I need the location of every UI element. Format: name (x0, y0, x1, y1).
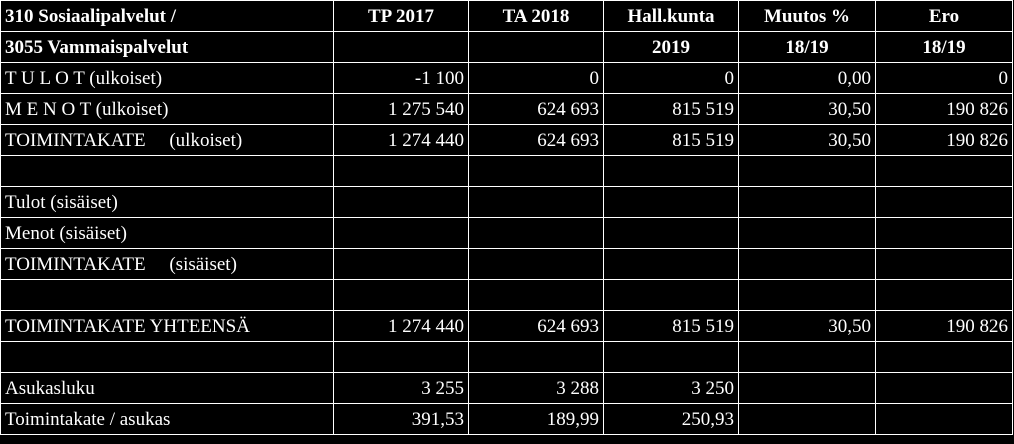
table-row: Tulot (sisäiset) (0, 186, 1013, 218)
cell-ero (875, 155, 1013, 187)
table-row (0, 341, 1013, 373)
header-muutos-period: 18/19 (738, 31, 876, 63)
cell-ta2018 (468, 341, 604, 373)
cell-ta2018 (468, 155, 604, 187)
header-ta2018: TA 2018 (468, 0, 604, 32)
table-row: Menot (sisäiset) (0, 217, 1013, 249)
cell-tp2017 (333, 155, 469, 187)
cell-hallkunta (603, 155, 739, 187)
cell-tp2017 (333, 248, 469, 280)
cell-muutos: 30,50 (738, 124, 876, 156)
cell-ero: 190 826 (875, 310, 1013, 342)
header-year: 2019 (603, 31, 739, 63)
header-cell (333, 31, 469, 63)
table-row: Asukasluku 3 255 3 288 3 250 (0, 372, 1013, 404)
cell-hallkunta: 815 519 (603, 310, 739, 342)
cell-ero: 0 (875, 62, 1013, 94)
cell-tp2017 (333, 217, 469, 249)
row-label: Menot (sisäiset) (0, 217, 334, 249)
cell-ero (875, 279, 1013, 311)
header-hallkunta: Hall.kunta (603, 0, 739, 32)
cell-muutos (738, 341, 876, 373)
cell-tp2017 (333, 279, 469, 311)
cell-tp2017: 1 274 440 (333, 310, 469, 342)
cell-ta2018: 624 693 (468, 310, 604, 342)
row-label (0, 279, 334, 311)
row-label: T U L O T (ulkoiset) (0, 62, 334, 94)
header-muutos: Muutos % (738, 0, 876, 32)
row-label: Asukasluku (0, 372, 334, 404)
cell-ta2018: 0 (468, 62, 604, 94)
cell-muutos (738, 155, 876, 187)
row-label: TOIMINTAKATE YHTEENSÄ (0, 310, 334, 342)
cell-hallkunta: 815 519 (603, 93, 739, 125)
cell-ta2018 (468, 186, 604, 218)
cell-tp2017 (333, 186, 469, 218)
cell-tp2017: 3 255 (333, 372, 469, 404)
cell-muutos (738, 372, 876, 404)
cell-muutos (738, 186, 876, 218)
cell-ero: 190 826 (875, 124, 1013, 156)
cell-hallkunta: 815 519 (603, 124, 739, 156)
header-cell (468, 31, 604, 63)
cell-hallkunta (603, 186, 739, 218)
cell-muutos (738, 403, 876, 435)
header-row-2: 3055 Vammaispalvelut 2019 18/19 18/19 (0, 31, 1013, 63)
cell-ero: 190 826 (875, 93, 1013, 125)
row-label (0, 155, 334, 187)
cell-hallkunta: 0 (603, 62, 739, 94)
table-row: Toimintakate / asukas 391,53 189,99 250,… (0, 403, 1013, 435)
cell-tp2017: 1 275 540 (333, 93, 469, 125)
cell-tp2017: 1 274 440 (333, 124, 469, 156)
header-ero-period: 18/19 (875, 31, 1013, 63)
cell-hallkunta: 3 250 (603, 372, 739, 404)
cell-ta2018 (468, 248, 604, 280)
table-row: TOIMINTAKATE (sisäiset) (0, 248, 1013, 280)
row-label: Toimintakate / asukas (0, 403, 334, 435)
header-subtitle: 3055 Vammaispalvelut (0, 31, 334, 63)
cell-ero (875, 186, 1013, 218)
cell-muutos: 0,00 (738, 62, 876, 94)
table-row: M E N O T (ulkoiset) 1 275 540 624 693 8… (0, 93, 1013, 125)
cell-tp2017: 391,53 (333, 403, 469, 435)
cell-muutos: 30,50 (738, 310, 876, 342)
cell-ta2018: 624 693 (468, 93, 604, 125)
cell-muutos (738, 248, 876, 280)
header-ero: Ero (875, 0, 1013, 32)
cell-ta2018 (468, 217, 604, 249)
cell-tp2017: -1 100 (333, 62, 469, 94)
row-label: TOIMINTAKATE (sisäiset) (0, 248, 334, 280)
header-title: 310 Sosiaalipalvelut / (0, 0, 334, 32)
header-row-1: 310 Sosiaalipalvelut / TP 2017 TA 2018 H… (0, 0, 1013, 32)
row-label (0, 341, 334, 373)
cell-ero (875, 341, 1013, 373)
cell-ta2018: 624 693 (468, 124, 604, 156)
cell-muutos (738, 217, 876, 249)
cell-hallkunta: 250,93 (603, 403, 739, 435)
table-row: T U L O T (ulkoiset) -1 100 0 0 0,00 0 (0, 62, 1013, 94)
table-row: TOIMINTAKATE (ulkoiset) 1 274 440 624 69… (0, 124, 1013, 156)
cell-hallkunta (603, 248, 739, 280)
cell-hallkunta (603, 279, 739, 311)
cell-hallkunta (603, 217, 739, 249)
cell-tp2017 (333, 341, 469, 373)
row-label: Tulot (sisäiset) (0, 186, 334, 218)
table-row (0, 279, 1013, 311)
row-label: TOIMINTAKATE (ulkoiset) (0, 124, 334, 156)
cell-ero (875, 372, 1013, 404)
table-row-total: TOIMINTAKATE YHTEENSÄ 1 274 440 624 693 … (0, 310, 1013, 342)
table-row (0, 155, 1013, 187)
cell-ta2018: 3 288 (468, 372, 604, 404)
cell-ta2018: 189,99 (468, 403, 604, 435)
budget-table: 310 Sosiaalipalvelut / TP 2017 TA 2018 H… (0, 0, 1013, 435)
cell-muutos: 30,50 (738, 93, 876, 125)
cell-ero (875, 217, 1013, 249)
cell-ta2018 (468, 279, 604, 311)
cell-ero (875, 403, 1013, 435)
cell-ero (875, 248, 1013, 280)
header-tp2017: TP 2017 (333, 0, 469, 32)
row-label: M E N O T (ulkoiset) (0, 93, 334, 125)
cell-muutos (738, 279, 876, 311)
cell-hallkunta (603, 341, 739, 373)
